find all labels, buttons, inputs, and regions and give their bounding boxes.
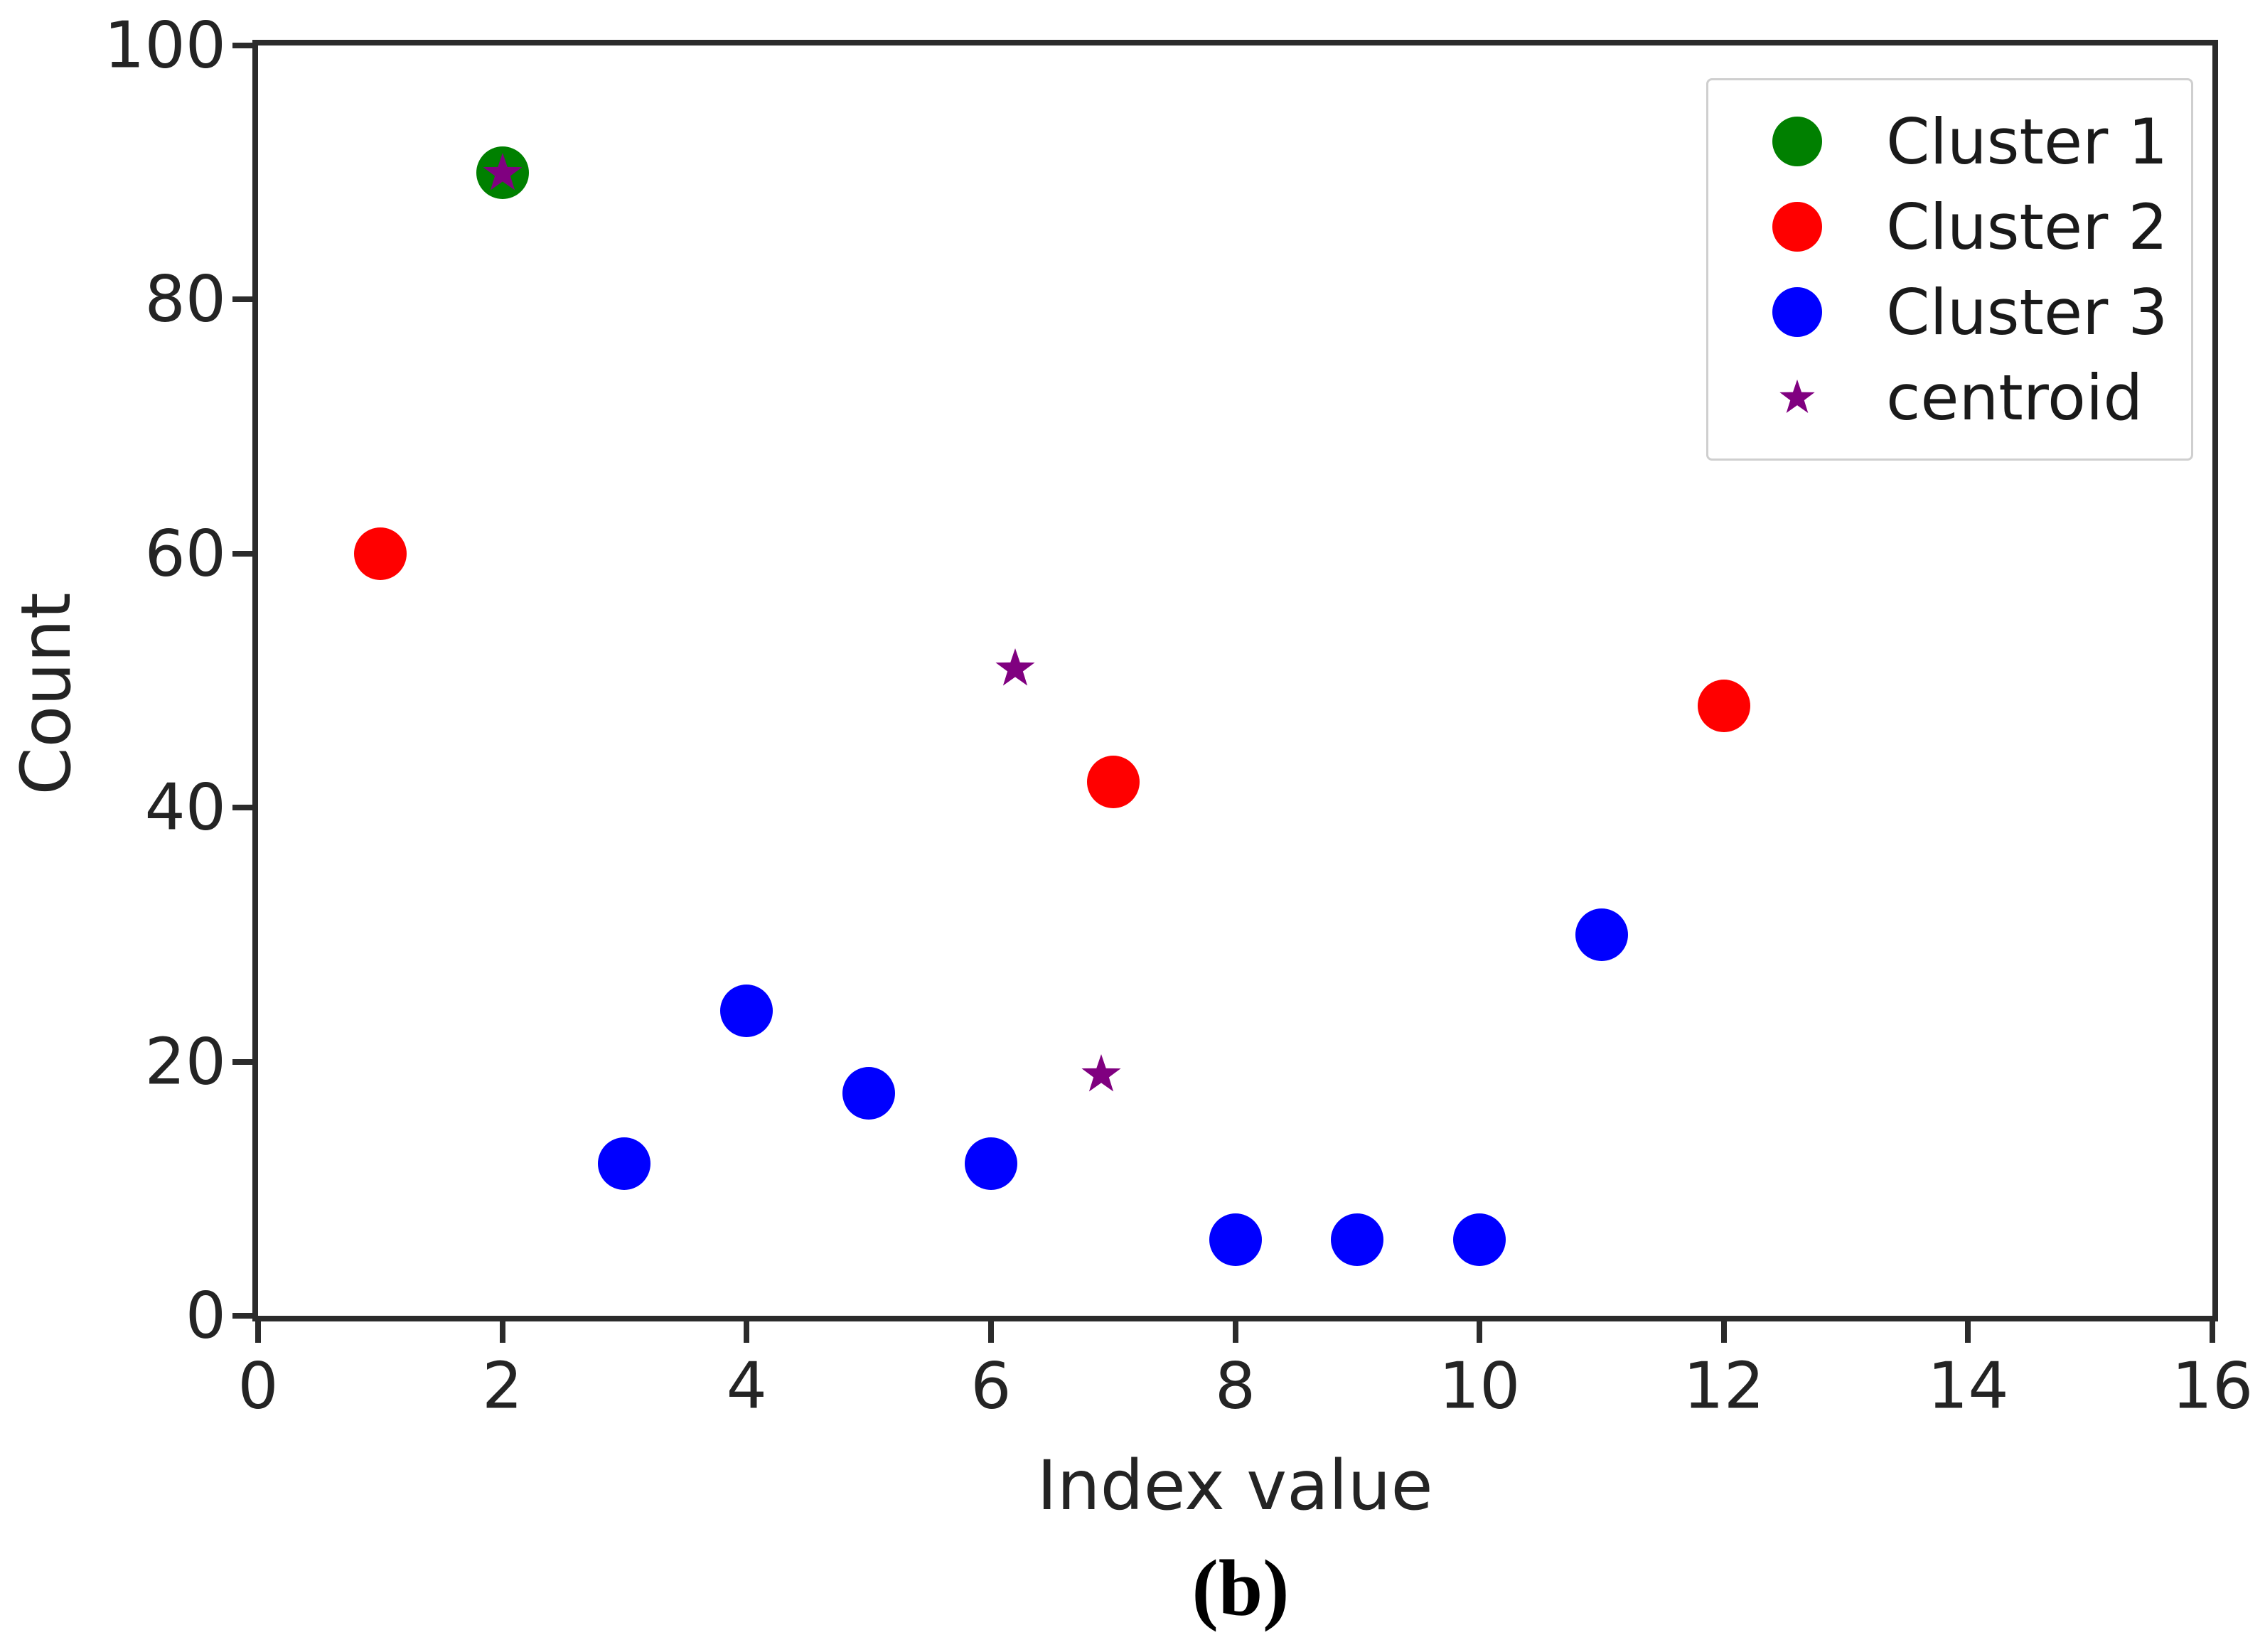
x-tick-label: 0 [237, 1348, 279, 1424]
legend-label: Cluster 3 [1886, 275, 2168, 349]
legend-circle-swatch [1772, 117, 1822, 166]
y-axis-tick [232, 296, 252, 303]
legend-item-cluster-1: Cluster 1 [1708, 99, 2191, 184]
data-point-cluster-3 [598, 1137, 651, 1190]
legend-label: Cluster 1 [1886, 104, 2168, 178]
legend-label: centroid [1886, 360, 2143, 434]
x-tick-label: 8 [1214, 1348, 1256, 1424]
y-axis-tick [232, 550, 252, 557]
legend-item-cluster-2: Cluster 2 [1708, 184, 2191, 269]
y-tick-label: 60 [144, 516, 226, 591]
legend-circle-swatch [1772, 287, 1822, 337]
data-point-cluster-3 [842, 1067, 896, 1120]
data-point-cluster-3 [1453, 1213, 1506, 1266]
x-axis-tick [1965, 1321, 1971, 1343]
y-tick-label: 20 [144, 1024, 226, 1100]
data-point-cluster-3 [1575, 908, 1628, 961]
x-axis-tick [744, 1321, 750, 1343]
data-point-cluster-3 [1209, 1213, 1262, 1266]
legend-item-centroid: centroid [1708, 355, 2191, 440]
x-axis-tick [1477, 1321, 1483, 1343]
x-tick-label: 16 [2171, 1348, 2254, 1424]
legend-circle-swatch [1772, 202, 1822, 252]
data-point-cluster-3 [720, 985, 773, 1038]
data-point-cluster-3 [964, 1137, 1017, 1190]
data-point-cluster-2 [1086, 756, 1140, 809]
x-tick-label: 2 [481, 1348, 523, 1424]
y-axis-tick [232, 1313, 252, 1319]
y-axis-tick [232, 805, 252, 811]
legend-circle-icon [1708, 117, 1886, 166]
x-axis-tick [1232, 1321, 1238, 1343]
y-tick-label: 100 [104, 8, 226, 83]
legend-star-icon [1708, 379, 1886, 416]
y-tick-label: 0 [185, 1278, 226, 1353]
legend-label: Cluster 2 [1886, 190, 2168, 264]
legend: Cluster 1 Cluster 2 Cluster 3 centroid [1706, 78, 2193, 461]
y-tick-label: 40 [144, 770, 226, 845]
y-axis-label: Count [6, 592, 86, 795]
centroid-star-marker [482, 152, 523, 193]
x-axis-tick [499, 1321, 505, 1343]
data-point-cluster-3 [1331, 1213, 1384, 1266]
x-axis-label: Index value [1037, 1446, 1433, 1525]
centroid-star-marker [1081, 1053, 1122, 1095]
data-point-cluster-2 [353, 527, 407, 580]
legend-item-cluster-3: Cluster 3 [1708, 269, 2191, 355]
figure-caption: (b) [1192, 1544, 1290, 1633]
x-axis-tick [2210, 1321, 2215, 1343]
x-tick-label: 10 [1438, 1348, 1521, 1424]
x-axis-tick [987, 1321, 994, 1343]
x-tick-label: 4 [726, 1348, 767, 1424]
legend-circle-icon [1708, 202, 1886, 252]
y-tick-label: 80 [144, 262, 226, 337]
legend-circle-icon [1708, 287, 1886, 337]
y-axis-tick [232, 43, 252, 48]
y-axis-tick [232, 1058, 252, 1065]
data-point-cluster-2 [1697, 680, 1750, 733]
x-axis-tick [1720, 1321, 1727, 1343]
centroid-star-marker [995, 648, 1036, 689]
x-tick-label: 6 [970, 1348, 1012, 1424]
x-axis-tick [255, 1321, 261, 1343]
x-tick-label: 14 [1927, 1348, 2009, 1424]
x-tick-label: 12 [1683, 1348, 1765, 1424]
plot-area [252, 40, 2218, 1321]
